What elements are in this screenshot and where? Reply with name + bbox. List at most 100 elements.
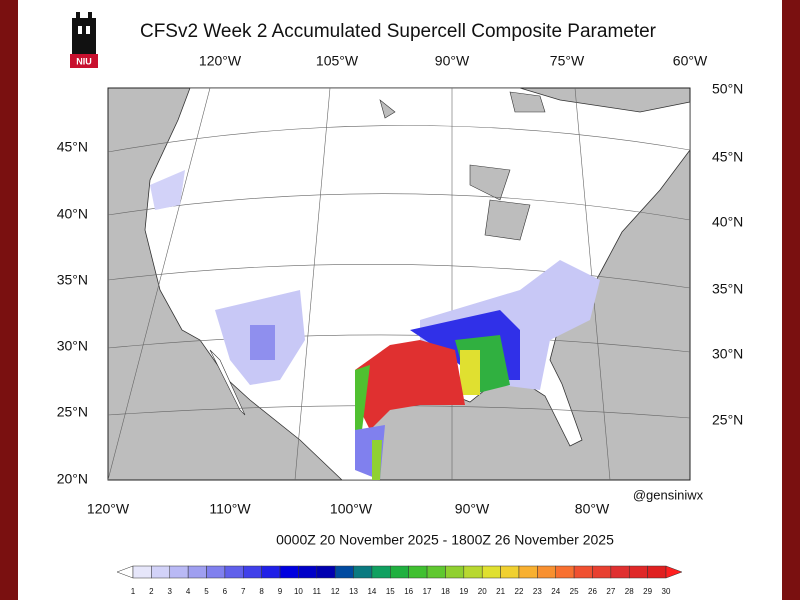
right-lat-label: 50°N [712,81,743,97]
colorbar-label: 28 [625,587,634,596]
colorbar-segment [481,565,501,579]
colorbar-label: 4 [186,587,191,596]
axis-labels: 120°W 105°W 90°W 75°W 60°W 120°W 110°W 100°W 90°… [57,53,744,517]
colorbar-label: 22 [515,587,524,596]
left-lat-label: 40°N [57,206,88,222]
right-lat-label: 40°N [712,214,743,230]
top-lon-label: 105°W [316,53,359,69]
colorbar-label: 5 [204,587,209,596]
top-lon-label: 90°W [435,53,470,69]
right-lat-label: 45°N [712,149,743,165]
bottom-lon-label: 100°W [330,501,373,517]
colorbar-label: 16 [404,587,413,596]
colorbar-segment [187,565,207,579]
colorbar-label: 14 [367,587,376,596]
logo-spire [76,12,80,20]
colorbar-label: 9 [278,587,283,596]
colorbar-segment [573,565,593,579]
right-border [782,0,800,600]
colorbar-label: 8 [259,587,264,596]
colorbar-segment [261,565,281,579]
colorbar-label: 30 [662,587,671,596]
colorbar-segment [610,565,630,579]
colorbar-segment [592,565,612,579]
colorbar-segment [224,565,244,579]
colorbar-segment [151,565,171,579]
colorbar-end [665,565,683,579]
top-lon-label: 75°W [550,53,585,69]
colorbar-segment [206,565,226,579]
colorbar-label: 29 [643,587,652,596]
right-lat-label: 30°N [712,346,743,362]
bottom-lon-label: 80°W [575,501,610,517]
colorbar-segment [390,565,409,579]
colorbar-segment [298,565,318,579]
colorbar-label: 7 [241,587,246,596]
map [107,87,691,481]
logo-tower [72,18,96,54]
title: CFSv2 Week 2 Accumulated Supercell Compo… [140,21,657,42]
colorbar-label: 25 [570,587,579,596]
top-lon-label: 60°W [673,53,708,69]
colorbar-label: 17 [423,587,432,596]
colorbar-segment [132,565,152,579]
colorbar-label: 15 [386,587,395,596]
colorbar-segment [279,565,299,579]
logo-window [86,26,90,34]
colorbar-label: 18 [441,587,450,596]
colorbar-segment [353,565,373,579]
colorbar-label: 26 [588,587,597,596]
logo-badge [70,54,98,68]
colorbar-segment [426,565,446,579]
left-lat-label: 25°N [57,404,88,420]
right-lat-label: 35°N [712,281,743,297]
colorbar-segment [371,565,391,579]
lakes [379,91,546,241]
left-lat-label: 20°N [57,471,88,487]
colorbar-label: 6 [223,587,228,596]
logo-window [78,26,82,34]
colorbar-label: 27 [606,587,615,596]
credit: @gensiniwx [633,487,704,502]
colorbar-label: 13 [349,587,358,596]
colorbar: 1 2 3 4 5 6 7 8 9 10 11 12 13 14 15 16 17 18 19 20 21 22 23 24 2… [116,565,683,596]
colorbar-segment [169,565,189,579]
logo-spire [88,12,92,20]
graticule [107,87,691,481]
colorbar-segment [463,565,483,579]
colorbar-segment [628,565,648,579]
colorbar-label: 21 [496,587,505,596]
colorbar-segment [316,565,336,579]
scp-field [150,170,600,480]
colorbar-segment [445,565,465,579]
valid-time: 0000Z 20 November 2025 - 1800Z 26 Novemb… [276,532,614,548]
colorbar-label: 3 [168,587,173,596]
colorbar-label: 19 [459,587,468,596]
colorbar-segment [243,565,262,579]
left-lat-label: 45°N [57,139,88,155]
colorbar-label: 11 [313,587,322,596]
left-border [0,0,18,600]
colorbar-segment [500,565,520,579]
colorbar-segment [537,565,556,579]
colorbar-segment [518,565,538,579]
colorbar-label: 23 [533,587,542,596]
colorbar-label: 20 [478,587,487,596]
colorbar-label: 24 [551,587,560,596]
left-lat-label: 30°N [57,338,88,354]
colorbar-segment [555,565,575,579]
logo: NIU [70,12,98,68]
left-lat-label: 35°N [57,272,88,288]
colorbar-segment [334,565,354,579]
logo-text: NIU [76,56,92,66]
colorbar-label: 1 [131,587,136,596]
colorbar-label: 12 [331,587,340,596]
colorbar-label: 10 [294,587,303,596]
colorbar-segment [647,565,667,579]
right-lat-label: 25°N [712,412,743,428]
top-lon-label: 120°W [199,53,242,69]
bottom-lon-label: 110°W [209,501,251,517]
bottom-lon-label: 90°W [455,501,490,517]
